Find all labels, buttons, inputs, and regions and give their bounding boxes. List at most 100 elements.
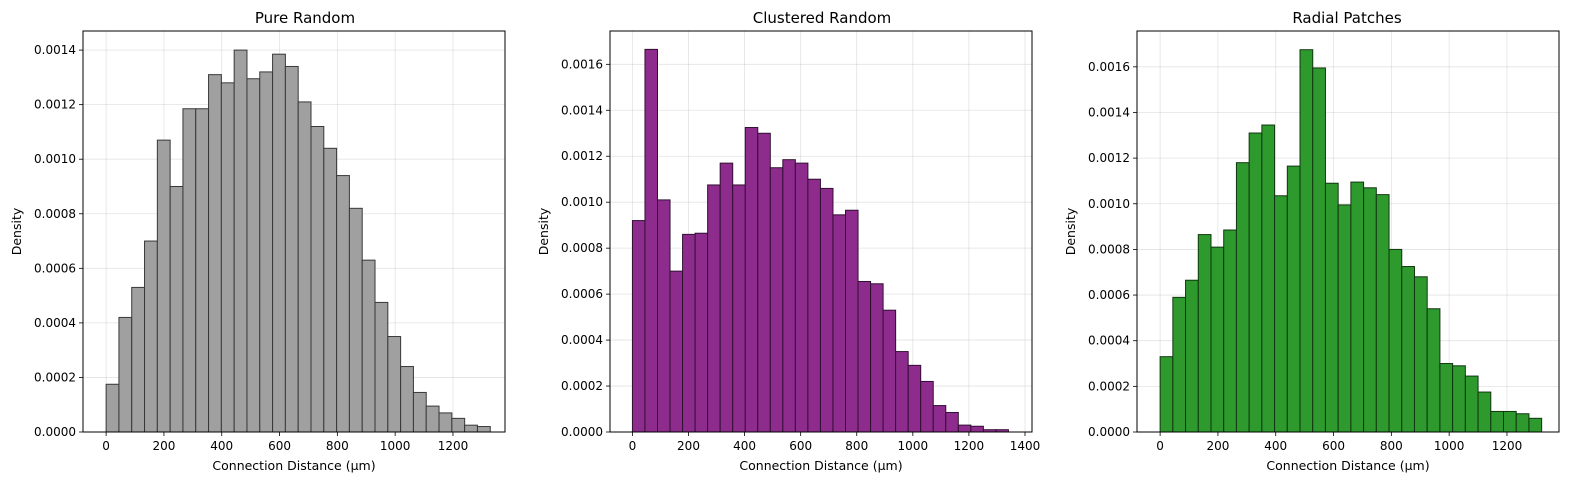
y-tick-label: 0.0012 [34,98,76,112]
histogram-bar [920,380,934,433]
x-tick-label: 800 [1380,439,1403,453]
y-tick-label: 0.0002 [34,370,76,384]
x-axis-label: Connection Distance (μm) [1266,458,1429,473]
y-ticks: 0.0000 0.0002 0.0004 0.0006 0.0008 0.0010 0.00… [1088,60,1137,439]
y-tick-label: 0.0008 [1088,242,1130,256]
y-tick-label: 0.0000 [34,425,76,439]
histogram-bar [819,187,834,433]
x-tick-label: 800 [326,439,349,453]
histogram-bar [1350,181,1365,433]
x-tick-label: 200 [1206,439,1229,453]
histogram-bar [144,240,158,433]
histogram-bar [744,127,759,433]
y-ticks: 0.0000 0.0002 0.0004 0.0006 0.0008 0.0010 0.00… [561,57,610,439]
histogram-bar [387,336,402,433]
histogram-bar [438,412,453,433]
histogram-bar [1159,356,1174,433]
histogram-bar [845,209,859,433]
chart-clustered-random: Clustered Random 0 200 400 600 800 1000 1200 14… [536,9,1040,473]
x-tick-label: 400 [1264,439,1287,453]
x-tick-label: 800 [845,439,868,453]
histogram-bar [246,78,261,433]
y-tick-label: 0.0016 [561,57,603,71]
x-tick-label: 0 [1156,439,1164,453]
histogram-bar [907,364,922,433]
histogram-bar [945,411,959,433]
y-tick-label: 0.0012 [561,149,603,163]
histogram-bar [1515,413,1530,433]
histogram-bar [1401,266,1415,433]
y-tick-label: 0.0002 [1088,379,1130,393]
y-tick-label: 0.0000 [561,425,603,439]
histogram-bar [272,53,286,433]
y-axis-label: Density [1063,207,1078,255]
histogram-bar [284,65,299,433]
bars [105,49,491,433]
y-tick-label: 0.0008 [34,207,76,221]
histogram-bar [1299,49,1314,433]
y-ticks: 0.0000 0.0002 0.0004 0.0006 0.0008 0.0010 0.00… [34,43,83,439]
histogram-bar [425,405,440,433]
histogram-bar [297,101,312,433]
x-ticks: 0 200 400 600 800 1000 1200 [102,432,468,453]
x-tick-label: 1200 [438,439,469,453]
chart-pure-random: Pure Random 0 200 400 600 800 1000 1200 0.0000… [9,9,506,473]
x-axis-label: Connection Distance (μm) [212,458,375,473]
histogram-bar [1426,308,1441,433]
histogram-bar [220,82,235,433]
histogram-bar [412,391,427,433]
x-ticks: 0 200 400 600 800 1000 1200 [1156,432,1522,453]
histogram-bar [1413,276,1428,433]
histogram-bar [631,220,646,433]
x-tick-label: 0 [629,439,637,453]
y-tick-label: 0.0008 [561,241,603,255]
histogram-bar [694,232,709,433]
histogram-bar [1197,234,1212,433]
x-tick-label: 200 [152,439,175,453]
histogram-bar [1324,182,1339,433]
histogram-bar [1210,246,1225,433]
histogram-bar [1312,67,1326,433]
histogram-bar [105,383,120,433]
histogram-bar [1185,279,1199,433]
histogram-bar [1172,296,1187,433]
histogram-bar [1528,417,1543,433]
histogram-bar [757,132,771,433]
histogram-bar [1503,410,1517,433]
histogram-bar [348,207,363,433]
histogram-bar [857,280,872,433]
histogram-bar [476,426,491,433]
histogram-bar [1286,165,1301,433]
histogram-bar [769,167,784,433]
bars [1159,49,1543,433]
axes-frame [609,30,1033,433]
histogram-bar [1452,365,1466,433]
histogram-bar [1439,363,1454,433]
histogram-bar [882,309,897,433]
x-axis-label: Connection Distance (μm) [739,458,902,473]
chart-title: Pure Random [255,9,355,27]
x-tick-label: 1400 [1010,439,1041,453]
x-tick-label: 600 [268,439,291,453]
histogram-bar [156,139,171,433]
y-tick-label: 0.0002 [561,379,603,393]
y-tick-label: 0.0014 [561,103,603,117]
histogram-bar [400,366,414,433]
histogram-bar [957,424,972,433]
y-axis-label: Density [9,207,24,255]
histogram-bar [1337,204,1352,433]
histogram-bar [1223,229,1237,433]
x-ticks: 0 200 400 600 800 1000 1200 1400 [629,432,1041,453]
histogram-bar [682,233,696,433]
histogram-bar [1464,375,1479,433]
y-axis-label: Density [536,207,551,255]
histogram-bar [895,351,909,433]
histogram-bar [1388,248,1403,433]
histogram-bar [707,184,721,433]
histogram-bar [1477,391,1492,433]
histogram-bar [719,162,734,433]
axes-frame [82,30,506,433]
x-tick-label: 1000 [898,439,929,453]
histogram-bar [118,316,133,433]
y-tick-label: 0.0016 [1088,60,1130,74]
